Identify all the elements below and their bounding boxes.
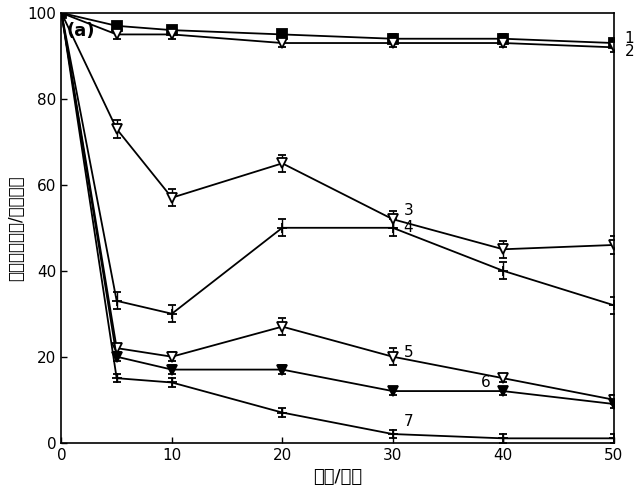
X-axis label: 时间/分钟: 时间/分钟 xyxy=(313,468,362,486)
Y-axis label: 降解后的浓度/初始浓度: 降解后的浓度/初始浓度 xyxy=(7,175,25,281)
Text: 7: 7 xyxy=(404,414,413,428)
Text: 5: 5 xyxy=(404,345,413,360)
Text: 2: 2 xyxy=(625,44,634,59)
Text: 3: 3 xyxy=(404,203,413,218)
Text: (a): (a) xyxy=(67,22,95,39)
Text: 4: 4 xyxy=(404,220,413,235)
Text: 6: 6 xyxy=(481,375,491,390)
Text: 1: 1 xyxy=(625,31,634,46)
